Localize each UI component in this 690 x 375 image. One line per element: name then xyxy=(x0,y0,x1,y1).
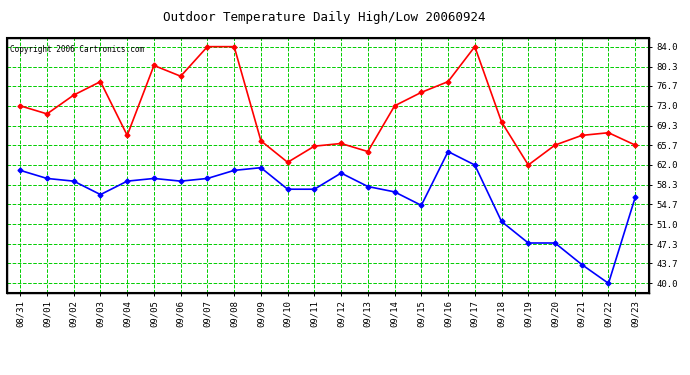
Text: Outdoor Temperature Daily High/Low 20060924: Outdoor Temperature Daily High/Low 20060… xyxy=(163,11,486,24)
Text: Copyright 2006 Cartronics.com: Copyright 2006 Cartronics.com xyxy=(10,45,144,54)
Bar xyxy=(7,38,649,292)
